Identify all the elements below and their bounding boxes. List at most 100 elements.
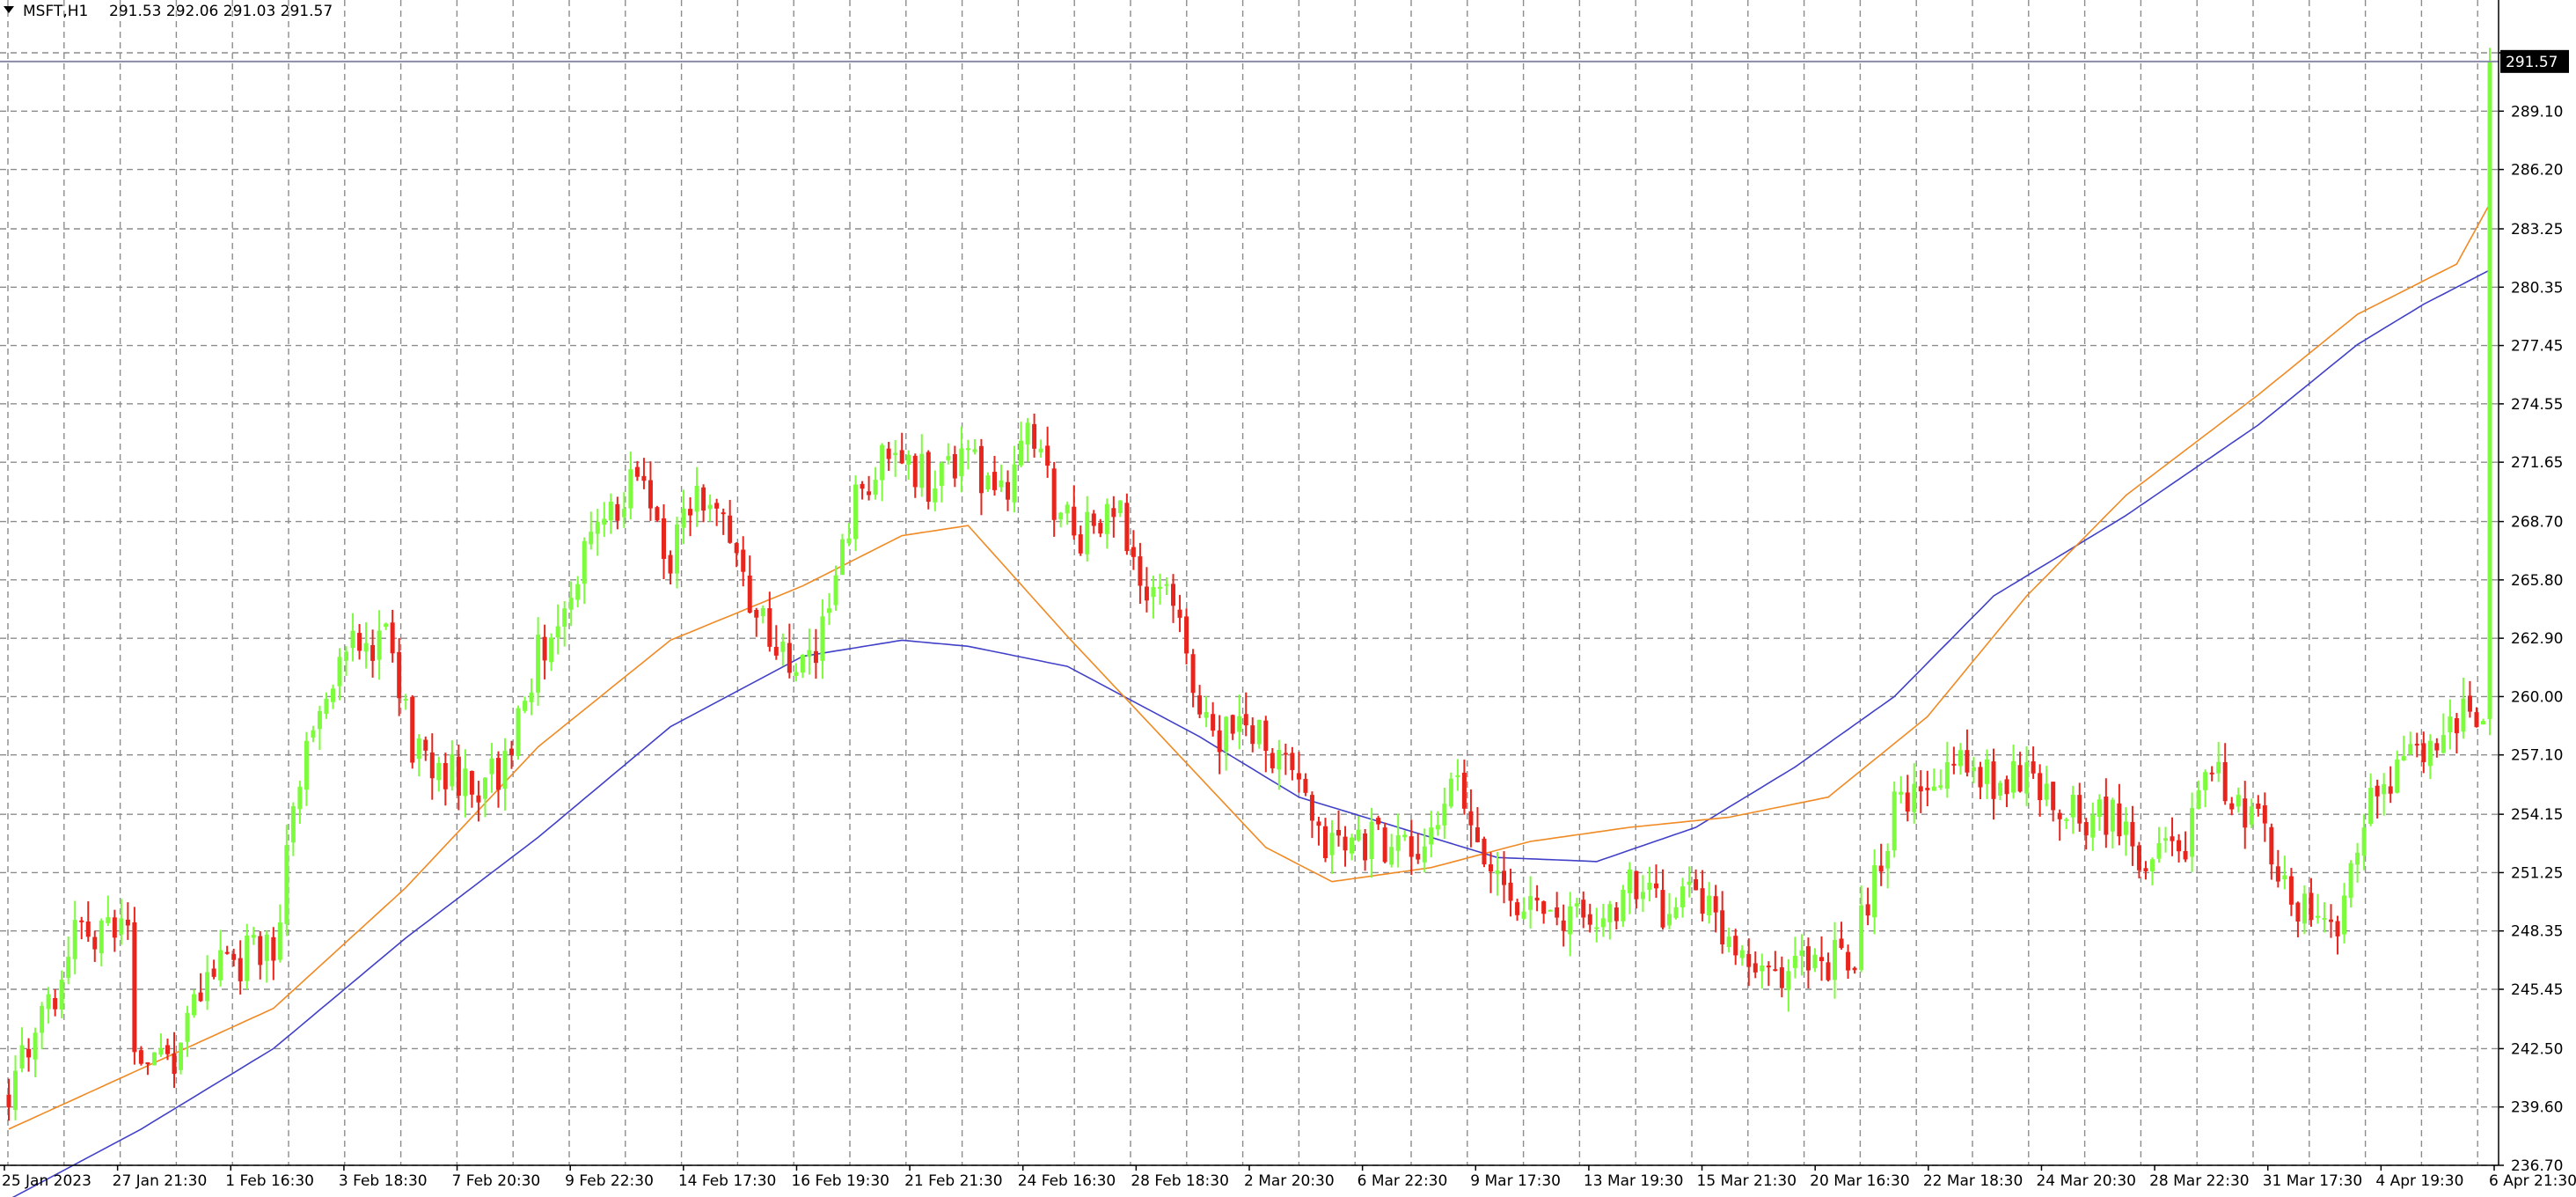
candle-bear bbox=[2467, 695, 2472, 712]
candle-bear bbox=[992, 472, 997, 490]
candle-bear bbox=[1468, 811, 1474, 826]
candle-bull bbox=[384, 623, 389, 628]
candle-bear bbox=[1713, 896, 1718, 913]
candle-bear bbox=[754, 609, 759, 618]
candle-bear bbox=[125, 919, 130, 926]
candle-bull bbox=[403, 699, 408, 701]
candle-bull bbox=[46, 994, 51, 1010]
candle-bear bbox=[661, 518, 666, 559]
grid-lines bbox=[0, 0, 2499, 1166]
candle-bear bbox=[1733, 936, 1738, 956]
candle-bear bbox=[1283, 753, 1288, 755]
x-tick-label: 22 Mar 18:30 bbox=[1923, 1172, 2023, 1190]
triangle-down-icon[interactable] bbox=[4, 6, 14, 13]
candle-bear bbox=[1006, 481, 1011, 500]
candle-bull bbox=[1647, 882, 1652, 890]
candle-bull bbox=[2315, 915, 2320, 918]
candle-bear bbox=[1508, 882, 1513, 901]
x-axis[interactable]: 25 Jan 2023 27 Jan 21:30 1 Feb 16:30 3 Feb … bbox=[2, 1165, 2576, 1190]
candle-bear bbox=[165, 1045, 170, 1054]
candle-bear bbox=[1581, 900, 1586, 918]
candle-bull bbox=[853, 484, 859, 540]
candle-bull bbox=[450, 753, 455, 787]
candle-bull bbox=[1356, 829, 1361, 841]
x-tick-label: 31 Mar 17:30 bbox=[2263, 1172, 2363, 1190]
candle-bull bbox=[1528, 896, 1533, 910]
candle-bear bbox=[2143, 868, 2148, 871]
candle-bull bbox=[1792, 956, 1797, 968]
candle-bear bbox=[2083, 822, 2089, 836]
candle-bull bbox=[846, 538, 852, 544]
candle-bull bbox=[1680, 886, 1686, 907]
candle-bear bbox=[1852, 967, 1857, 971]
candle-bull bbox=[2216, 761, 2221, 774]
candle-bull bbox=[33, 1032, 38, 1060]
candle-bear bbox=[429, 752, 435, 779]
y-axis[interactable]: 236.70 239.60 242.50 245.45 248.35 251.25 254.… bbox=[2499, 52, 2563, 1175]
candle-bear bbox=[728, 515, 733, 543]
candle-bear bbox=[1290, 753, 1295, 770]
candle-bear bbox=[1482, 838, 1487, 865]
candle-bull bbox=[330, 688, 335, 702]
candle-bear bbox=[2057, 812, 2062, 819]
candle-bull bbox=[2448, 716, 2453, 732]
candle-bear bbox=[1534, 897, 1540, 901]
candle-bull bbox=[1442, 804, 1447, 826]
candle-bear bbox=[2269, 826, 2274, 865]
candle-bear bbox=[721, 512, 726, 515]
candle-bull bbox=[185, 1013, 190, 1042]
candle-bear bbox=[1177, 609, 1182, 618]
candle-bull bbox=[1799, 950, 1804, 956]
candle-bull bbox=[2361, 827, 2367, 856]
candle-bull bbox=[1521, 911, 1526, 919]
y-tick-label: 289.10 bbox=[2511, 103, 2563, 121]
candle-bear bbox=[1653, 883, 1658, 889]
candle-bear bbox=[1634, 870, 1639, 900]
candle-bear bbox=[2222, 761, 2228, 802]
candle-bear bbox=[2243, 798, 2248, 828]
current-price-value: 291.57 bbox=[2506, 54, 2558, 71]
candle-bear bbox=[1051, 468, 1057, 520]
x-tick-label: 6 Mar 22:30 bbox=[1358, 1172, 1448, 1190]
y-tick-label: 236.70 bbox=[2511, 1157, 2563, 1175]
candle-bull bbox=[1164, 584, 1169, 586]
symbol-caption[interactable]: MSFT,H1 291.53 292.06 291.03 291.57 bbox=[4, 3, 333, 20]
candle-bear bbox=[1078, 534, 1083, 554]
candle-bear bbox=[741, 549, 746, 572]
candle-bear bbox=[390, 622, 395, 654]
candle-bull bbox=[2024, 762, 2030, 794]
candle-bull bbox=[919, 453, 925, 488]
candle-bear bbox=[2177, 840, 2182, 852]
y-tick-label: 274.55 bbox=[2511, 396, 2563, 414]
candle-bull bbox=[575, 584, 581, 600]
candle-bear bbox=[1515, 902, 1520, 915]
candle-bear bbox=[224, 951, 230, 954]
candle-bull bbox=[1256, 719, 1262, 745]
candle-bull bbox=[264, 934, 269, 961]
x-tick-label: 21 Feb 21:30 bbox=[904, 1172, 1003, 1190]
candle-bull bbox=[2011, 760, 2016, 793]
candle-bull bbox=[2427, 740, 2433, 767]
candle-bear bbox=[668, 554, 673, 574]
candle-bear bbox=[211, 968, 216, 977]
candle-bull bbox=[119, 918, 124, 935]
candle-bear bbox=[1171, 584, 1176, 606]
candle-bull bbox=[780, 642, 786, 652]
candle-bull bbox=[1998, 782, 2003, 797]
candle-bear bbox=[1111, 508, 1116, 518]
candle-bear bbox=[231, 953, 237, 960]
candle-bear bbox=[787, 643, 792, 673]
y-tick-label: 262.90 bbox=[2511, 630, 2563, 648]
candle-bull bbox=[1495, 870, 1500, 874]
candle-bull bbox=[1812, 954, 1818, 968]
candle-bull bbox=[840, 539, 845, 576]
candle-bull bbox=[628, 469, 633, 509]
candle-bear bbox=[1746, 953, 1752, 967]
candle-bull bbox=[873, 480, 878, 495]
candle-bear bbox=[1502, 870, 1507, 885]
candle-bull bbox=[311, 730, 316, 738]
candle-bear bbox=[1878, 865, 1884, 872]
